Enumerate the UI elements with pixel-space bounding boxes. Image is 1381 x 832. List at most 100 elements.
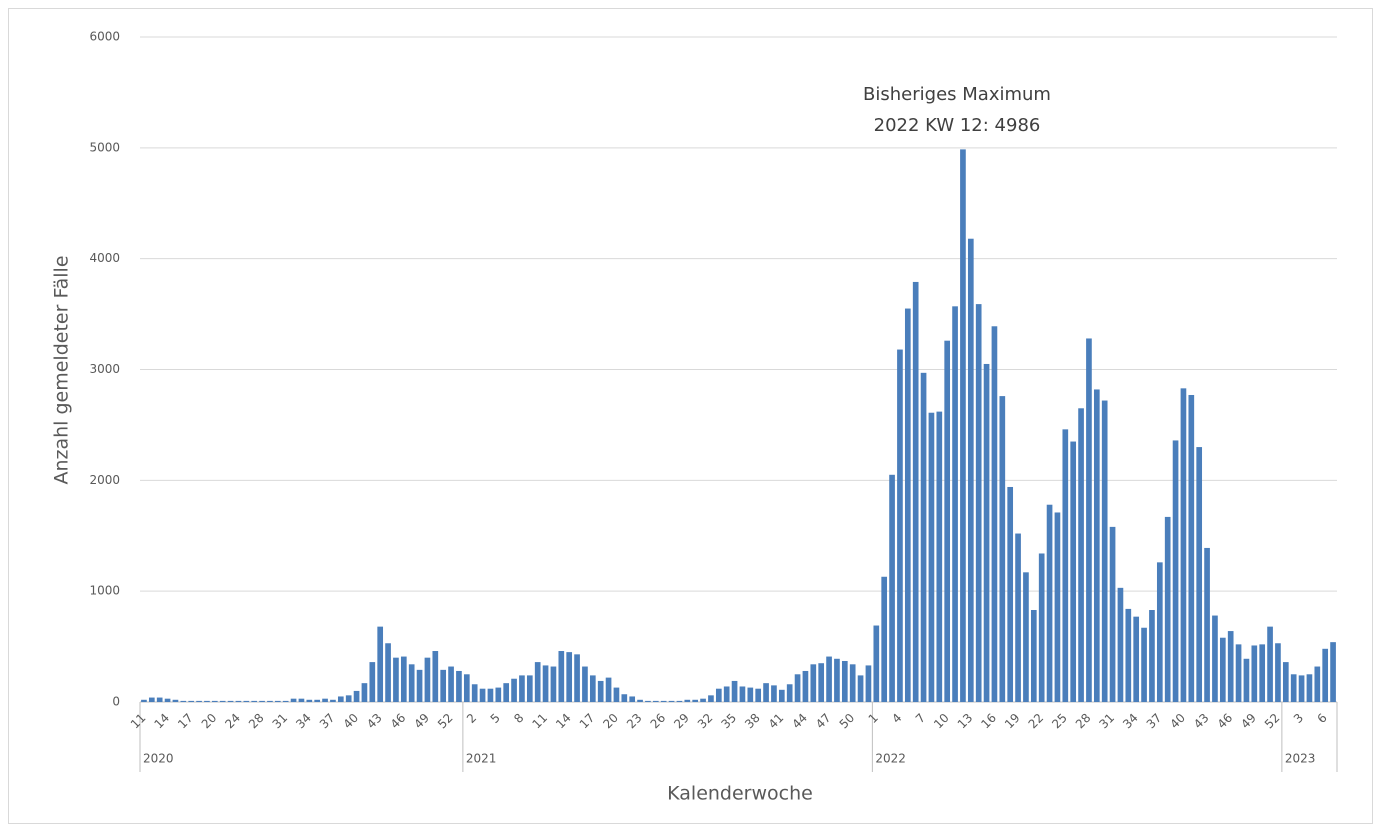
- bar: [251, 700, 258, 702]
- bar: [881, 576, 888, 702]
- bar: [314, 699, 321, 702]
- bar: [873, 625, 880, 702]
- bar: [172, 699, 179, 702]
- bar: [471, 684, 478, 702]
- bar: [613, 687, 620, 702]
- bar: [1125, 608, 1132, 702]
- bar: [542, 665, 549, 702]
- bar: [1117, 587, 1124, 702]
- bar: [629, 696, 636, 702]
- bar: [574, 654, 580, 702]
- bar: [857, 675, 864, 702]
- bar: [1156, 562, 1163, 702]
- bar: [526, 675, 533, 702]
- bar: [558, 651, 565, 702]
- bar: [1227, 631, 1234, 702]
- group-label: 2021: [466, 752, 497, 766]
- bar: [865, 665, 872, 702]
- group-label: 2020: [143, 752, 174, 766]
- bar: [936, 411, 943, 702]
- bar: [771, 685, 777, 702]
- y-tick-label: 5000: [89, 140, 120, 154]
- bar: [794, 674, 801, 702]
- bar: [912, 281, 919, 702]
- bar: [1314, 666, 1321, 702]
- bar: [1306, 674, 1313, 702]
- bar: [1172, 440, 1179, 702]
- bar: [849, 664, 856, 702]
- y-axis-title: Anzahl gemeldeter Fälle: [51, 255, 73, 484]
- bar: [432, 651, 439, 702]
- bar: [1038, 553, 1045, 702]
- bar: [802, 670, 809, 702]
- bar: [952, 306, 958, 702]
- bar: [1259, 644, 1266, 702]
- bar: [723, 686, 730, 702]
- bar: [928, 412, 935, 702]
- bar: [975, 304, 982, 702]
- bar: [1267, 626, 1273, 702]
- bar: [416, 669, 423, 702]
- bar: [589, 675, 596, 702]
- bar: [715, 688, 722, 702]
- y-tick-label: 1000: [89, 584, 120, 598]
- bar: [282, 700, 289, 702]
- bar: [1180, 388, 1187, 702]
- bar: [1030, 610, 1037, 702]
- bar: [786, 684, 793, 702]
- bar: [897, 349, 903, 702]
- bar: [479, 688, 486, 702]
- bar: [219, 700, 226, 702]
- bar: [448, 666, 454, 702]
- bar: [1062, 429, 1069, 702]
- bar: [1007, 486, 1014, 702]
- bar: [1322, 648, 1329, 702]
- bar: [1282, 662, 1289, 702]
- bar: [944, 340, 951, 702]
- bar: [1196, 447, 1203, 702]
- bar: [408, 664, 415, 702]
- bar: [1086, 338, 1092, 702]
- x-axis-title: Kalenderwoche: [667, 783, 813, 805]
- bar: [1023, 572, 1029, 702]
- bar: [991, 326, 998, 702]
- y-tick-label: 4000: [89, 251, 120, 265]
- bar: [889, 474, 895, 702]
- bar: [1109, 526, 1116, 702]
- bar: [463, 674, 470, 702]
- bar: [739, 686, 746, 702]
- bar: [582, 666, 588, 702]
- bar: [330, 699, 336, 702]
- bar: [818, 663, 825, 702]
- bar: [148, 697, 155, 702]
- bar: [1330, 642, 1336, 702]
- bar: [983, 363, 990, 702]
- bar: [503, 683, 510, 702]
- bar: [1141, 627, 1147, 702]
- bar: [700, 698, 706, 702]
- bar: [361, 683, 368, 702]
- bar: [1164, 516, 1171, 702]
- bar: [204, 700, 210, 702]
- bar: [1204, 547, 1210, 702]
- bar: [1015, 533, 1021, 702]
- bar: [211, 700, 218, 702]
- bar: [353, 690, 360, 702]
- bar: [322, 698, 328, 702]
- y-tick-label: 0: [112, 695, 120, 709]
- bar: [511, 678, 517, 702]
- bar: [495, 687, 502, 702]
- bar: [267, 700, 273, 702]
- group-label: 2023: [1285, 752, 1316, 766]
- group-label: 2022: [875, 752, 906, 766]
- bar: [259, 700, 265, 702]
- bar: [834, 658, 840, 702]
- bar: [164, 698, 171, 702]
- bar: [637, 699, 643, 702]
- bar: [1188, 394, 1195, 702]
- bar: [755, 688, 762, 702]
- bar: [747, 687, 754, 702]
- bar: [1101, 400, 1108, 702]
- bar: [1149, 610, 1155, 702]
